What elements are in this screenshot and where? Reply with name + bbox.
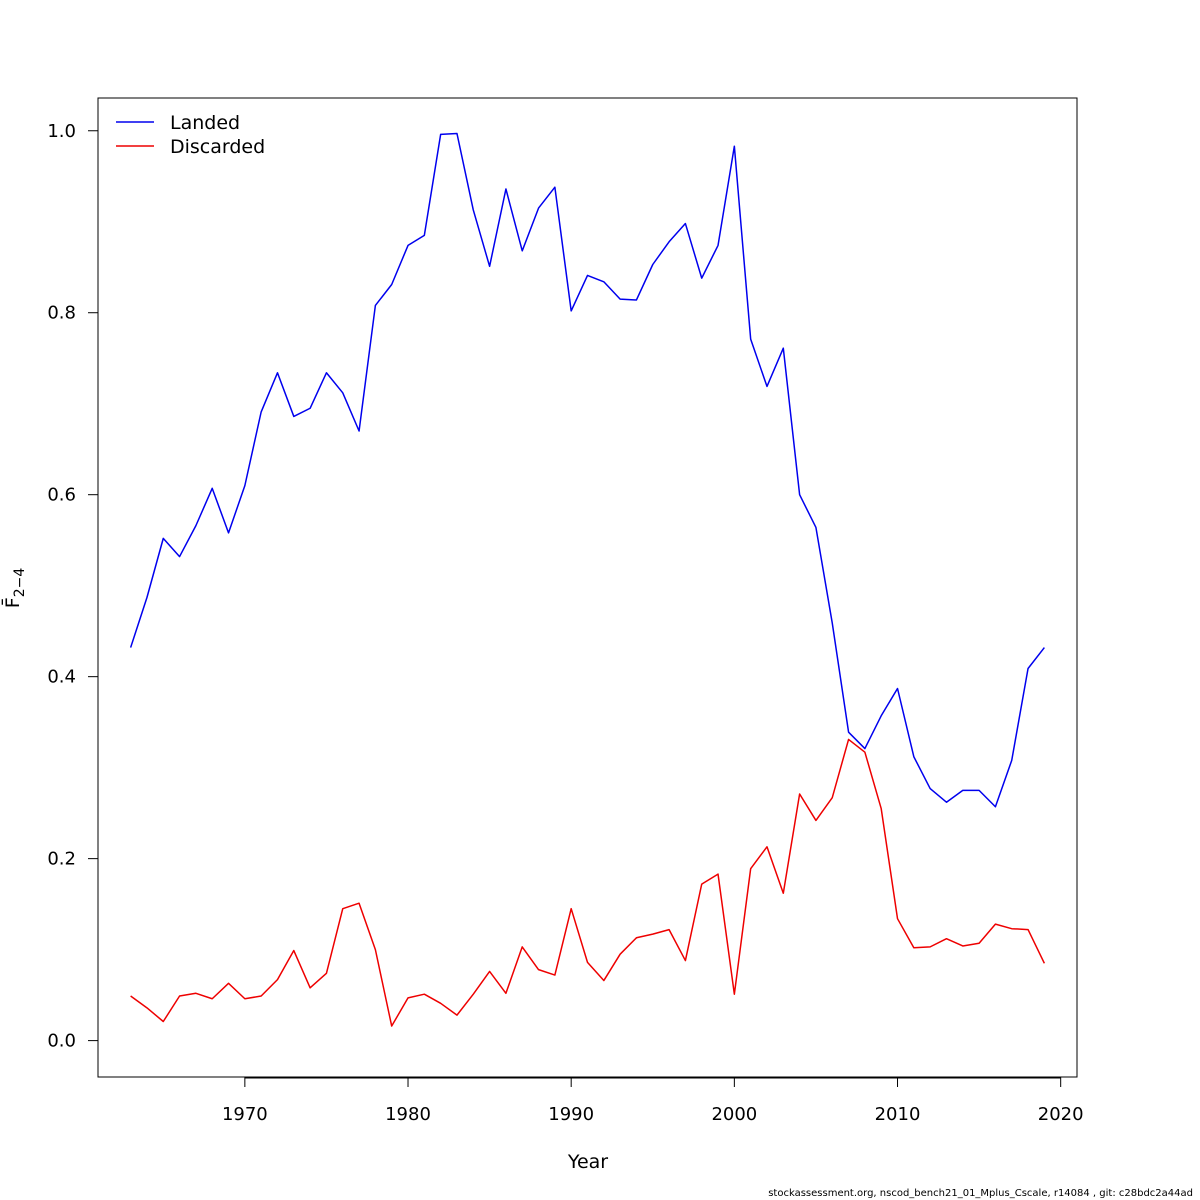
x-tick-label: 1980 [385, 1104, 431, 1125]
svg-text:F̄2−4: F̄2−4 [0, 568, 28, 609]
y-tick-label: 0.6 [47, 485, 76, 506]
y-axis-title: F̄2−4 [0, 568, 28, 609]
x-tick-label: 2000 [711, 1104, 757, 1125]
footer-credit: stockassessment.org, nscod_bench21_01_Mp… [768, 1188, 1193, 1199]
series-layer [129, 132, 1046, 1027]
x-tick-label: 1990 [548, 1104, 594, 1125]
series-line-discarded [130, 738, 1046, 1027]
legend-label-discarded: Discarded [170, 136, 265, 158]
legend-label-landed: Landed [170, 112, 240, 134]
series-line-landed [129, 132, 1045, 808]
x-axis: 1970 1980 1990 2000 2010 2020 [222, 1077, 1084, 1125]
x-axis-title: Year [567, 1151, 608, 1173]
y-tick-label: 0.0 [47, 1031, 76, 1052]
y-axis-title-main: F̄ [0, 597, 24, 608]
legend: Landed Discarded [116, 112, 265, 158]
y-tick-label: 0.2 [47, 849, 76, 870]
x-tick-label: 1970 [222, 1104, 268, 1125]
y-tick-label: 0.8 [47, 303, 76, 324]
y-tick-label: 0.4 [47, 667, 76, 688]
x-tick-label: 2020 [1038, 1104, 1084, 1125]
y-tick-label: 1.0 [47, 121, 76, 142]
y-axis-title-subscript: 2−4 [12, 568, 28, 598]
y-axis: 0.0 0.2 0.4 0.6 0.8 1.0 [47, 121, 99, 1052]
x-tick-label: 2010 [875, 1104, 921, 1125]
